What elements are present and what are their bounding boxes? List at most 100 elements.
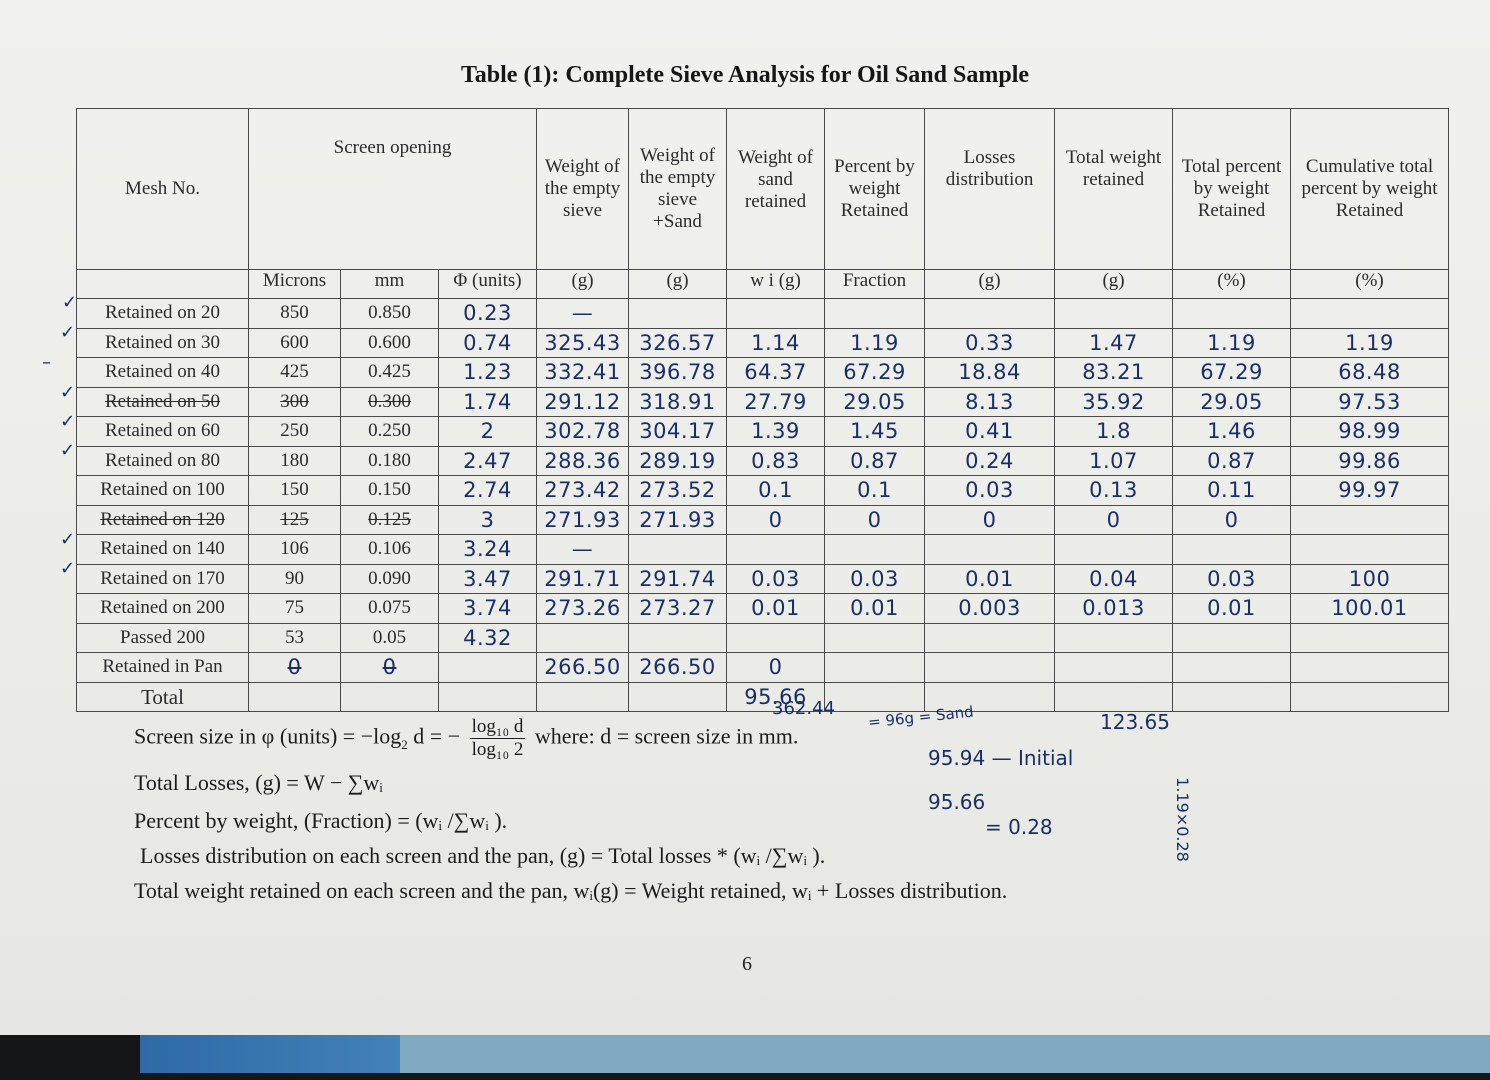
cell-phi: 2.47 [437,445,538,476]
cell-percent: 0.03 [824,563,926,594]
cell-mm: 0.125 [340,504,439,535]
cell-microns: 425 [248,357,341,388]
cell-w-sand [726,622,826,653]
cell-w-sand: 1.14 [726,327,826,358]
cell-total-weight [1054,534,1174,565]
cell-cumulative [1290,298,1450,329]
cell-losses [924,298,1056,329]
table-row: Retained on 60 250 0.250 2 302.78 304.17 1.39 1… [76,416,1450,447]
cell-total-percent [1172,534,1292,565]
page-number: 6 [742,953,752,975]
cell-w-empty-sand: 318.91 [628,386,728,417]
cell-w-empty: 332.41 [536,357,630,388]
cell-percent: 0 [824,504,926,535]
formula-phi: Screen size in φ (units) = −log2 d = − l… [134,716,799,760]
cell-mm: 0.850 [340,298,439,329]
header-mesh: Mesh No. [76,108,249,270]
cell-w-sand: 64.37 [726,357,826,388]
cell-mesh: Retained on 50 [76,386,249,417]
cell-w-sand: 0 [726,652,826,683]
cell-w-empty: 271.93 [536,504,630,535]
cell-mm [340,681,439,712]
cell-w-empty-sand: 304.17 [628,416,728,447]
cell-mesh: Passed 200 [76,622,249,653]
cell-mm: 0.300 [340,386,439,417]
cell-total-weight [1054,622,1174,653]
cell-total-weight [1054,298,1174,329]
formula-total-losses: Total Losses, (g) = W − ∑wᵢ [134,770,383,795]
cell-mesh: Retained on 100 [76,475,249,506]
cell-percent: 29.05 [824,386,926,417]
cell-cumulative: 100.01 [1290,593,1450,624]
cell-percent: 0.1 [824,475,926,506]
header-microns: Microns [248,269,341,299]
cell-phi: 4.32 [437,622,538,653]
cell-total-percent [1172,298,1292,329]
cell-mm: 0.090 [340,563,439,594]
cell-total-weight: 0.04 [1054,563,1174,594]
sieve-analysis-table: Mesh No. Screen opening Weight of the em… [76,108,1450,712]
table-row: Retained on 50 300 0.300 1.74 291.12 318.91 27… [76,386,1450,417]
cell-w-empty: 288.36 [536,445,630,476]
cell-mesh: Retained on 60 [76,416,249,447]
cell-total-percent [1172,622,1292,653]
cell-w-sand: 95.66 [726,681,826,712]
cell-percent [824,652,926,683]
cell-w-sand [726,298,826,329]
cell-phi: 3.47 [437,563,538,594]
cell-w-empty-sand [628,681,728,712]
cell-losses: 8.13 [924,386,1056,417]
cell-w-empty-sand: 289.19 [628,445,728,476]
cell-percent: 0.87 [824,445,926,476]
cell-microns [248,681,341,712]
cell-losses: 0.003 [924,593,1056,624]
cell-phi [437,652,538,683]
cell-mesh: Retained on 140 [76,534,249,565]
cell-total-weight: 1.07 [1054,445,1174,476]
cell-total-percent [1172,652,1292,683]
formula-percent-weight: Percent by weight, (Fraction) = (wᵢ /∑wᵢ… [134,808,508,833]
cell-w-empty-sand: 266.50 [628,652,728,683]
cell-percent: 1.45 [824,416,926,447]
cell-mm: 0.150 [340,475,439,506]
cell-losses [924,534,1056,565]
cell-percent: 0.01 [824,593,926,624]
cell-w-empty: 273.42 [536,475,630,506]
cell-percent [824,298,926,329]
cell-microns: 600 [248,327,341,358]
cell-total-percent: 1.46 [1172,416,1292,447]
header-screen-opening: Screen opening [247,108,538,270]
cell-total-weight: 0 [1054,504,1174,535]
cell-losses: 0.24 [924,445,1056,476]
cell-microns: 53 [248,622,341,653]
cell-microns: 850 [248,298,341,329]
header-weight-empty-sand: Weight of the empty sieve +Sand [628,108,728,270]
cell-total-percent: 1.19 [1172,327,1292,358]
cell-losses: 0 [924,504,1056,535]
cell-mesh: Retained in Pan [76,652,249,683]
cell-total-percent: 0.01 [1172,593,1292,624]
cell-w-empty-sand [628,622,728,653]
check-mark-icon: ✓ [60,529,76,550]
cell-phi: 2 [437,416,538,447]
cell-microns: 250 [248,416,341,447]
check-mark-icon: ✓ [60,382,76,403]
cell-total-weight [1054,652,1174,683]
cell-microns: 90 [248,563,341,594]
cell-losses [924,622,1056,653]
cell-cumulative [1290,681,1450,712]
cell-phi: 2.74 [437,475,538,506]
cell-total-percent: 67.29 [1172,357,1292,388]
cell-microns: 300 [248,386,341,417]
header-losses: Losses distribution [924,108,1056,270]
cell-w-empty [536,622,630,653]
cell-w-sand: 0.1 [726,475,826,506]
cell-mm: 0 [340,652,439,683]
table-row: Retained on 100 150 0.150 2.74 273.42 273.52 0… [76,475,1450,506]
cell-phi: 0.23 [437,298,538,329]
table-row: Retained on 140 106 0.106 3.24— [76,534,1450,565]
cell-w-empty-sand: 271.93 [628,504,728,535]
note-retained: 95.66 [928,790,986,814]
cell-losses: 0.41 [924,416,1056,447]
cell-cumulative: 68.48 [1290,357,1450,388]
